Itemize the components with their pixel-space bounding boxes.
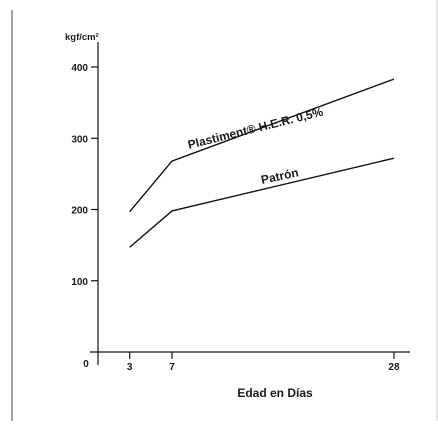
series-group: Plastiment® H.E.R. 0,5% Patrón (129, 78, 395, 248)
y-tick-label: 200 (71, 206, 88, 217)
series-label: Plastiment® H.E.R. 0,5% (186, 105, 324, 152)
series-line (129, 157, 395, 248)
series-label: Patrón (260, 165, 300, 187)
y-axis-title: kgf/cm² (65, 32, 99, 43)
y-tick-label: 400 (71, 63, 88, 74)
origin-label: 0 (83, 359, 89, 370)
x-tick-label: 7 (169, 362, 175, 373)
y-tick-label: 300 (71, 134, 88, 145)
y-tick-label: 100 (71, 277, 88, 288)
x-tick-label: 3 (127, 362, 133, 373)
x-ticks: 3 7 28 (127, 352, 400, 373)
series-line (129, 78, 395, 213)
x-axis-title: Edad en Días (237, 386, 313, 400)
x-tick-label: 28 (388, 362, 400, 373)
y-ticks: 100 200 300 400 (71, 63, 98, 288)
